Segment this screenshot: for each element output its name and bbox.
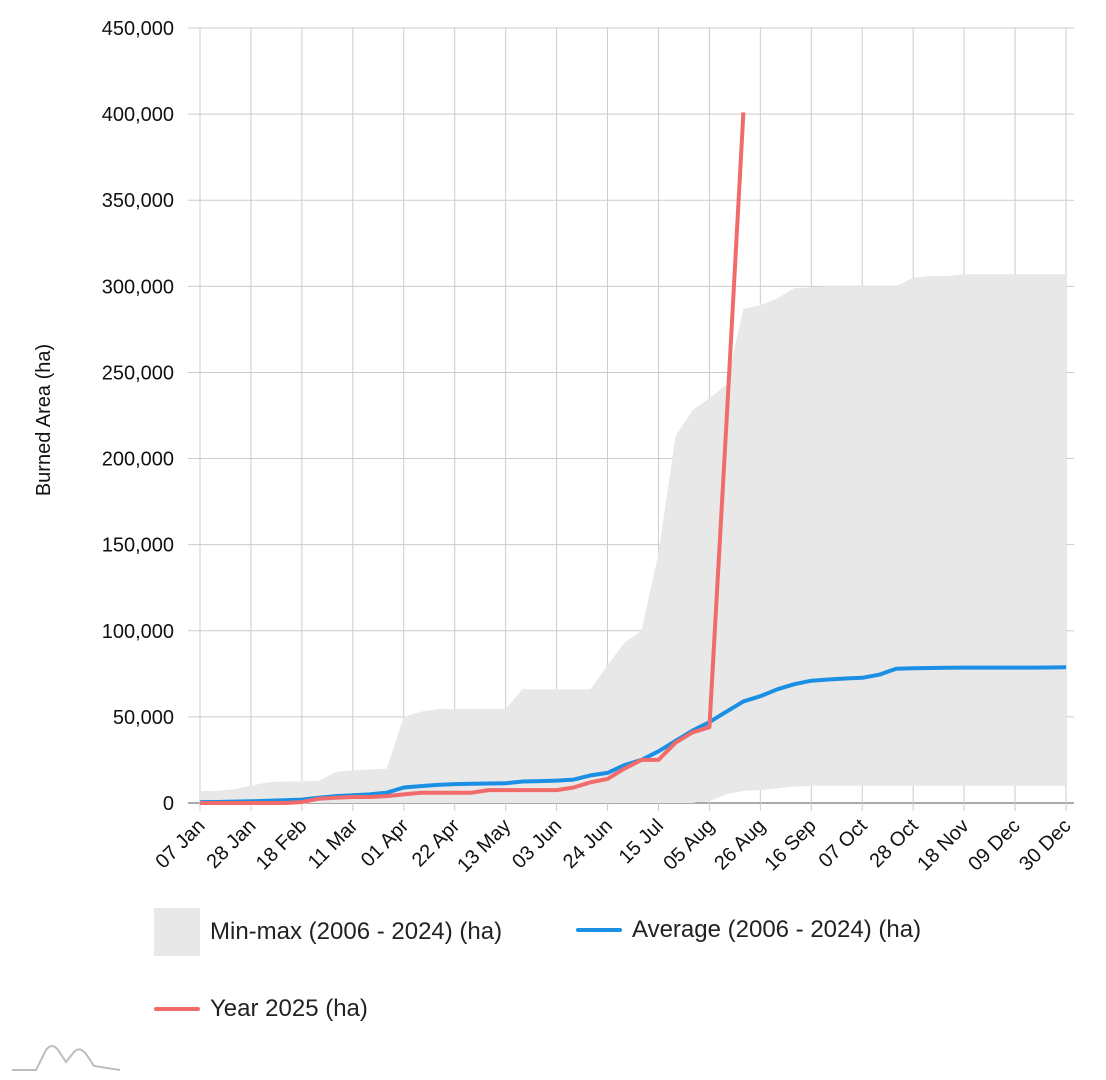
y-axis-label: Burned Area (ha) [33,344,55,496]
y-tick-label: 300,000 [102,276,174,298]
x-tick-label: 26 Aug [710,815,770,875]
y-axis-tick-labels: 0 50,000 100,000 150,000 200,000 250,000 300,0… [102,18,174,815]
x-tick-label: 05 Aug [659,815,719,875]
x-tick-label: 18 Feb [252,815,312,875]
y-tick-label: 250,000 [102,362,174,384]
y-tick-label: 50,000 [113,707,174,729]
x-tick-label: 09 Dec [964,815,1024,875]
y-tick-label: 200,000 [102,449,174,471]
logo-icon [12,1045,121,1071]
x-tick-label: 28 Oct [865,815,923,873]
y-tick-label: 0 [163,793,174,815]
x-tick-label: 30 Dec [1015,815,1075,875]
x-tick-label: 07 Oct [815,815,873,873]
y-tick-label: 150,000 [102,535,174,557]
x-tick-label: 13 May [453,815,515,877]
y-tick-label: 450,000 [102,18,174,40]
year-2025-series-line [200,112,746,805]
y-tick-label: 350,000 [102,190,174,212]
minmax-band [200,274,1066,803]
x-tick-label: 16 Sep [760,815,820,875]
x-tick-label: 18 Nov [913,815,973,875]
y-tick-label: 100,000 [102,621,174,643]
x-tick-label: 01 Apr [357,815,414,872]
x-tick-label: 11 Mar [304,815,363,874]
x-tick-label: 28 Jan [202,815,260,873]
x-tick-label: 07 Jan [152,815,210,873]
x-tick-label: 24 Jun [559,815,617,873]
x-tick-label: 03 Jun [508,815,566,873]
y-tick-label: 400,000 [102,104,174,126]
